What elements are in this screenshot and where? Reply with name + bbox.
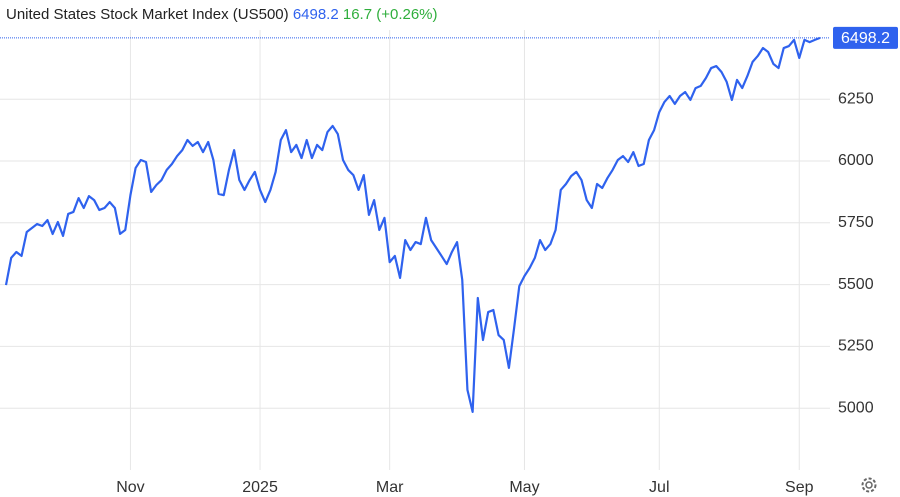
chart-header: United States Stock Market Index (US500)… [6,6,438,23]
last-value: 6498.2 [293,6,339,23]
price-line [4,36,821,414]
y-tick-label: 6000 [838,152,874,169]
y-tick-label: 5750 [838,214,874,231]
y-tick-label: 5000 [838,399,874,416]
y-tick-label: 6250 [838,90,874,107]
y-tick-label: 5500 [838,276,874,293]
x-tick-label: Nov [116,479,144,496]
chart-title: United States Stock Market Index (US500) [6,6,289,23]
last-price-box [833,26,898,49]
gear-outer[interactable] [861,477,877,493]
change: 16.7 (+0.26%) [343,6,438,23]
x-tick-label: 2025 [242,479,278,496]
last-price-label: 6498.2 [841,30,890,47]
settings-icon[interactable] [861,477,877,493]
x-tick-label: Mar [376,479,404,496]
gear-inner[interactable] [865,481,873,489]
x-tick-label: Jul [649,479,669,496]
x-tick-label: Sep [785,479,814,496]
y-tick-label: 5250 [838,338,874,355]
x-tick-label: May [509,479,539,496]
